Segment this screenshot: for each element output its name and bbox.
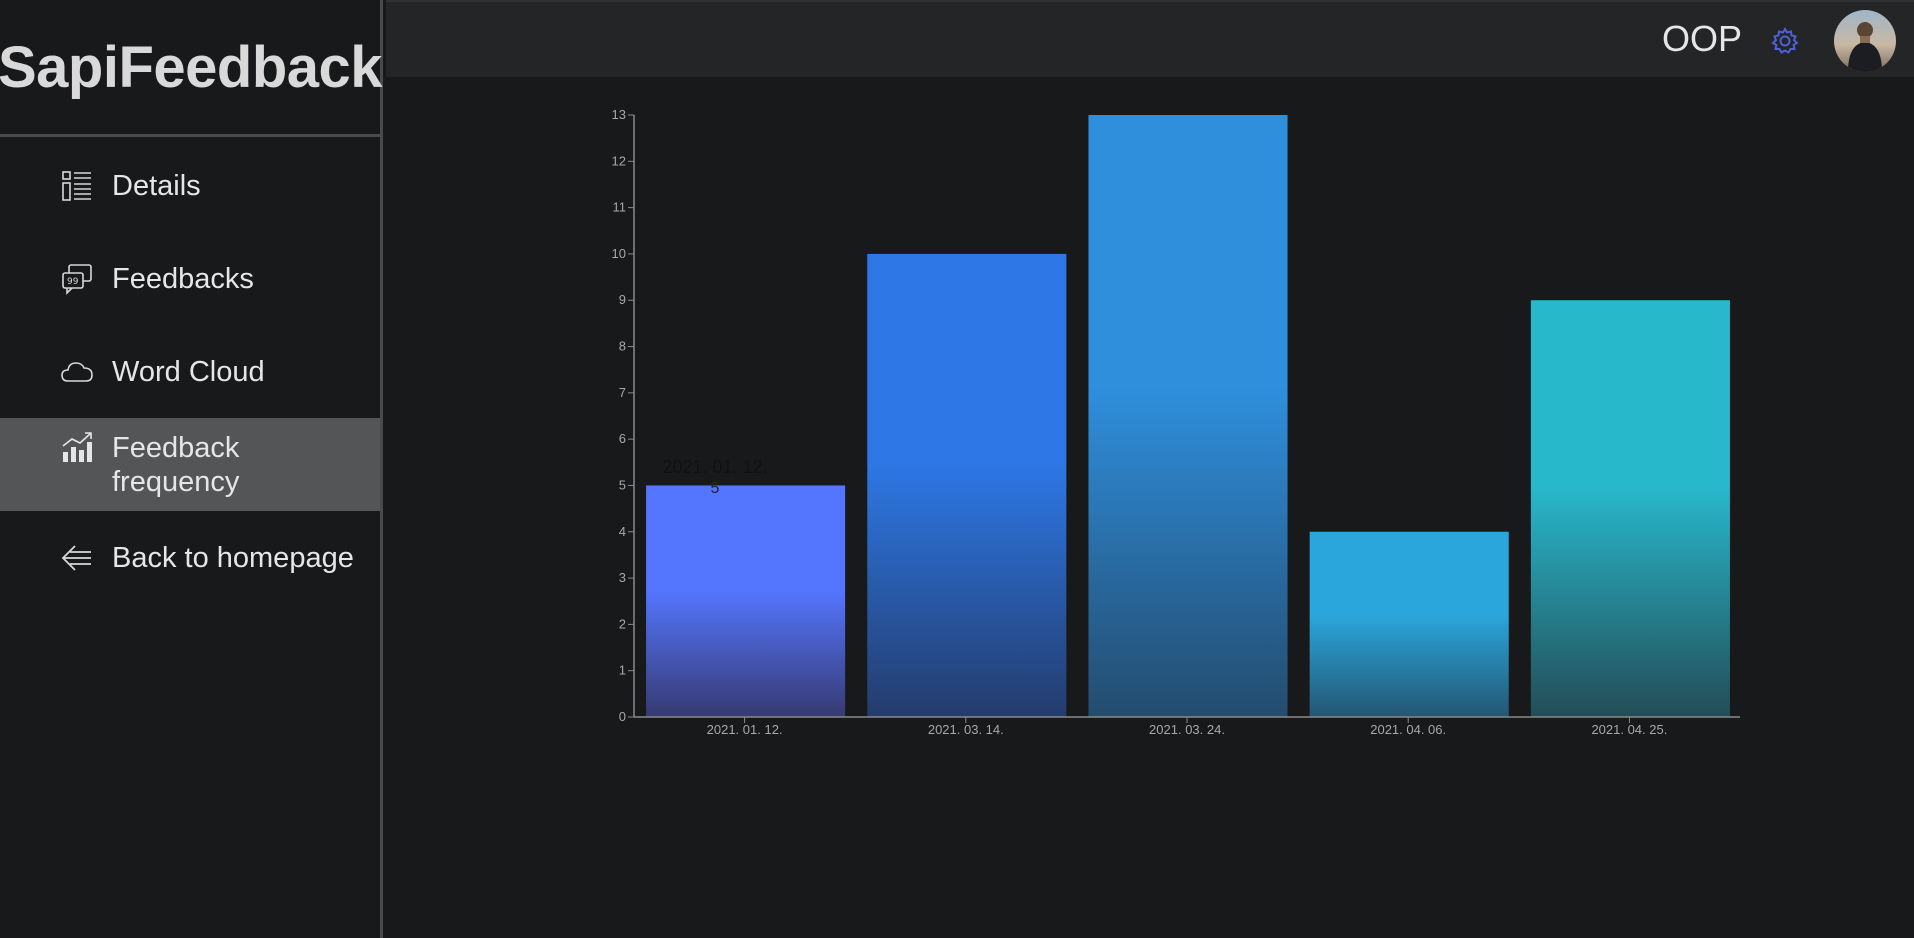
y-tick-label: 8 bbox=[619, 339, 626, 354]
tooltip-value: 5 bbox=[710, 480, 720, 497]
sidebar-item-label: Feedback frequency bbox=[112, 431, 240, 498]
x-tick-label: 2021. 03. 14. bbox=[928, 722, 1004, 737]
y-tick-label: 1 bbox=[619, 663, 626, 678]
x-tick-label: 2021. 03. 24. bbox=[1149, 722, 1225, 737]
x-tick-label: 2021. 04. 25. bbox=[1591, 722, 1667, 737]
chart-tooltip: 2021. 01. 12. 5 bbox=[655, 456, 775, 500]
details-icon bbox=[60, 169, 94, 203]
cloud-icon bbox=[60, 355, 94, 389]
y-tick-label: 6 bbox=[619, 431, 626, 446]
bar[interactable] bbox=[1530, 300, 1730, 717]
y-tick-label: 13 bbox=[612, 107, 626, 122]
y-tick-label: 10 bbox=[612, 246, 626, 261]
bar[interactable] bbox=[646, 485, 846, 717]
course-title[interactable]: OOP bbox=[1661, 18, 1742, 59]
sidebar-item-label: Word Cloud bbox=[112, 355, 265, 388]
y-tick-label: 4 bbox=[619, 524, 626, 539]
bar[interactable] bbox=[867, 253, 1067, 717]
bar[interactable] bbox=[1309, 531, 1509, 717]
y-tick-label: 11 bbox=[613, 200, 627, 215]
x-tick-label: 2021. 04. 06. bbox=[1370, 722, 1446, 737]
sidebar: SapiFeedback Details 99 bbox=[0, 0, 383, 938]
chart-icon bbox=[60, 430, 94, 464]
feedback-frequency-chart: 0 1 2 3 4 5 6 7 8 9 10 11 12 13 2021. 01. 12. 2021. 03… bbox=[600, 100, 1760, 750]
sidebar-item-word-cloud[interactable]: Word Cloud bbox=[0, 325, 380, 418]
x-tick-label: 2021. 01. 12. bbox=[707, 722, 783, 737]
svg-text:99: 99 bbox=[67, 277, 79, 287]
tooltip-label: 2021. 01. 12. bbox=[662, 457, 768, 477]
gear-icon[interactable] bbox=[1770, 26, 1800, 56]
app-brand[interactable]: SapiFeedback bbox=[0, 0, 383, 137]
y-tick-label: 0 bbox=[619, 709, 626, 724]
sidebar-item-feedbacks[interactable]: 99 Feedbacks bbox=[0, 232, 380, 325]
y-tick-label: 12 bbox=[612, 153, 626, 168]
avatar[interactable] bbox=[1834, 10, 1896, 72]
y-tick-label: 7 bbox=[619, 385, 626, 400]
sidebar-item-label: Feedbacks bbox=[112, 262, 254, 295]
sidebar-item-back-to-homepage[interactable]: Back to homepage bbox=[0, 511, 380, 604]
y-tick-label: 9 bbox=[619, 292, 626, 307]
sidebar-item-label: Back to homepage bbox=[112, 541, 354, 574]
bar[interactable] bbox=[1088, 115, 1288, 717]
sidebar-item-feedback-frequency[interactable]: Feedback frequency bbox=[0, 418, 380, 511]
y-tick-label: 2 bbox=[619, 616, 626, 631]
y-tick-label: 3 bbox=[619, 570, 626, 585]
feedbacks-icon: 99 bbox=[60, 262, 94, 296]
sidebar-nav: Details 99 Feedbacks Word Cloud bbox=[0, 139, 380, 604]
y-tick-label: 5 bbox=[619, 477, 626, 492]
sidebar-item-details[interactable]: Details bbox=[0, 139, 380, 232]
sidebar-item-label: Details bbox=[112, 169, 201, 202]
back-arrow-icon bbox=[60, 541, 94, 575]
top-bar: OOP bbox=[386, 0, 1914, 77]
